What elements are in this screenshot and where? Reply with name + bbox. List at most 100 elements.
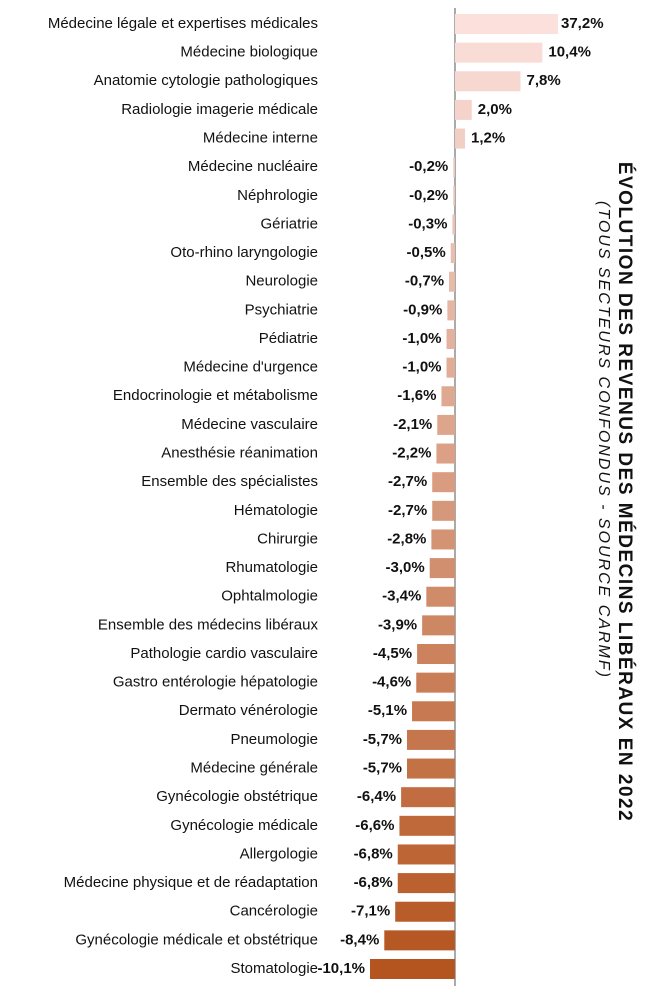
bar — [384, 930, 455, 951]
bar — [454, 99, 472, 120]
bar — [437, 414, 455, 435]
value-label: -3,0% — [386, 559, 425, 576]
bar — [447, 300, 455, 321]
value-label: 37,2% — [561, 15, 604, 32]
category-label: Pédiatrie — [259, 330, 318, 347]
bar — [397, 873, 455, 894]
bar — [454, 42, 543, 63]
bar — [450, 243, 455, 264]
bar — [407, 758, 455, 779]
bar — [441, 386, 455, 407]
bar — [432, 472, 455, 493]
value-label: -1,6% — [397, 387, 436, 404]
category-label: Psychiatrie — [245, 301, 318, 318]
value-label: -2,7% — [388, 502, 427, 519]
bar — [429, 558, 455, 579]
bar — [453, 157, 455, 178]
value-label: -0,9% — [403, 301, 442, 318]
bar — [449, 271, 455, 292]
category-label: Médecine biologique — [180, 44, 318, 61]
value-label: 7,8% — [527, 72, 561, 89]
category-label: Gynécologie obstétrique — [156, 788, 318, 805]
category-label: Neurologie — [245, 273, 318, 290]
category-label: Gastro entérologie hépatologie — [113, 674, 318, 691]
value-label: -5,7% — [363, 731, 402, 748]
category-label: Chirurgie — [257, 530, 318, 547]
value-label: 1,2% — [471, 130, 505, 147]
bar — [454, 128, 466, 149]
category-label: Médecine vasculaire — [181, 416, 318, 433]
bars — [370, 14, 558, 979]
bar — [370, 959, 455, 979]
category-label: Gériatrie — [260, 215, 318, 232]
category-label: Ensemble des spécialistes — [141, 473, 318, 490]
category-label: Médecine nucléaire — [188, 158, 318, 175]
category-label: Allergologie — [240, 845, 318, 862]
category-label: Gynécologie médicale et obstétrique — [75, 931, 318, 948]
bar — [446, 329, 455, 349]
category-label: Médecine générale — [190, 760, 318, 777]
category-label: Pneumologie — [230, 731, 318, 748]
category-label: Anesthésie réanimation — [161, 445, 318, 462]
chart-title: ÉVOLUTION DES REVENUS DES MÉDECINS LIBÉR… — [614, 162, 636, 822]
value-label: -0,3% — [408, 215, 447, 232]
bar — [454, 14, 558, 34]
category-label: Gynécologie médicale — [170, 817, 318, 834]
bar — [395, 901, 455, 922]
value-label: -3,9% — [378, 616, 417, 633]
value-label: -8,4% — [340, 931, 379, 948]
category-label: Ophtalmologie — [221, 588, 318, 605]
value-label: -6,8% — [354, 845, 393, 862]
bar — [446, 357, 455, 378]
value-label: -4,5% — [373, 645, 412, 662]
bar — [431, 529, 455, 550]
category-label: Hématologie — [234, 502, 318, 519]
value-label: 2,0% — [478, 101, 512, 118]
category-label: Médecine légale et expertises médicales — [48, 15, 318, 32]
category-label: Pathologie cardio vasculaire — [130, 645, 318, 662]
category-label: Dermato vénérologie — [179, 702, 318, 719]
bar — [412, 701, 455, 722]
bar — [432, 500, 455, 521]
value-label: -6,4% — [357, 788, 396, 805]
bar — [453, 185, 455, 206]
value-label: -2,2% — [392, 445, 431, 462]
value-label: -7,1% — [351, 903, 390, 920]
bar — [422, 615, 455, 636]
category-label: Médecine interne — [203, 130, 318, 147]
category-label: Rhumatologie — [225, 559, 318, 576]
value-label: -10,1% — [317, 960, 365, 977]
bar — [407, 729, 455, 750]
value-label: -5,7% — [363, 760, 402, 777]
value-label: -1,0% — [402, 359, 441, 376]
category-label: Endocrinologie et métabolisme — [113, 387, 318, 404]
category-label: Médecine d'urgence — [183, 359, 318, 376]
bar — [401, 787, 455, 808]
category-label: Ensemble des médecins libéraux — [98, 616, 319, 633]
category-label: Stomatologie — [230, 960, 318, 977]
bar — [416, 672, 455, 693]
value-label: -2,8% — [387, 530, 426, 547]
bar — [454, 71, 521, 92]
value-label: -2,7% — [388, 473, 427, 490]
bar — [452, 214, 455, 235]
value-label: -6,8% — [354, 874, 393, 891]
value-label: -1,0% — [402, 330, 441, 347]
bar — [436, 443, 455, 464]
bar — [399, 815, 455, 836]
value-label: -4,6% — [372, 674, 411, 691]
category-label: Néphrologie — [237, 187, 318, 204]
value-label: 10,4% — [548, 44, 591, 61]
value-label: -2,1% — [393, 416, 432, 433]
value-label: -0,2% — [409, 187, 448, 204]
bar — [417, 644, 455, 664]
category-label: Radiologie imagerie médicale — [121, 101, 318, 118]
bar — [397, 844, 455, 865]
value-label: -0,2% — [409, 158, 448, 175]
value-label: -5,1% — [368, 702, 407, 719]
category-label: Oto-rhino laryngologie — [170, 244, 318, 261]
bar — [426, 586, 455, 607]
category-label: Médecine physique et de réadaptation — [64, 874, 318, 891]
value-label: -0,5% — [407, 244, 446, 261]
